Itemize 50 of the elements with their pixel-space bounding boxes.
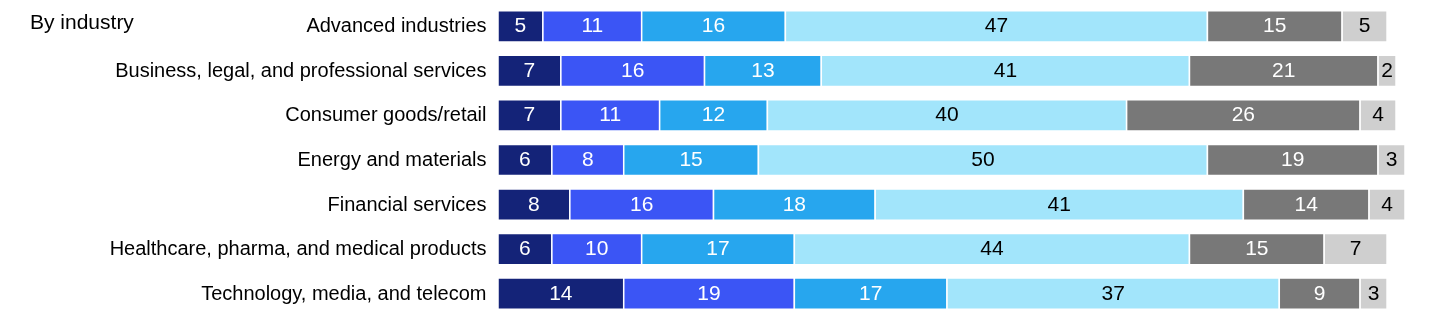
data-label: 16 [630,191,654,215]
data-label: 3 [1367,280,1380,304]
y-tick-label: Business, legal, and professional services [115,58,487,81]
data-label: 11 [581,13,604,37]
data-label: 50 [971,147,995,170]
y-tick-label: Financial services [327,192,487,215]
data-label: 44 [980,236,1004,260]
data-label: 17 [706,236,730,260]
data-label: 13 [751,57,775,81]
data-label: 14 [1294,191,1319,215]
data-label: 5 [1358,13,1371,37]
data-label: 40 [935,102,959,126]
data-label: 16 [621,57,645,81]
data-label: 6 [519,236,531,260]
data-label: 6 [519,147,531,170]
y-tick-label: Consumer goods/retail [285,103,487,126]
y-tick-label: Healthcare, pharma, and medical products [109,237,487,260]
data-label: 17 [859,280,883,304]
data-label: 7 [523,57,536,81]
data-label: 41 [1047,191,1071,215]
data-label: 10 [585,236,609,260]
data-label: 12 [701,102,726,126]
data-label: 8 [528,191,540,215]
y-tick-label: Technology, media, and telecom [201,281,487,304]
data-label: 4 [1381,191,1394,215]
data-label: 41 [993,57,1018,81]
data-label: 2 [1381,57,1393,81]
y-tick-label: Advanced industries [306,14,487,37]
data-label: 15 [1245,236,1269,260]
data-label: 8 [581,147,594,170]
y-tick-label: Energy and materials [297,148,487,170]
data-label: 5 [514,13,527,37]
data-label: 15 [679,147,703,170]
data-label: 7 [523,102,536,126]
data-label: 3 [1385,147,1398,170]
data-label: 9 [1313,280,1326,304]
data-label: 4 [1372,102,1385,126]
data-label: 18 [782,191,807,215]
data-label: 19 [697,280,721,304]
data-label: 16 [701,13,726,37]
data-label: 47 [984,13,1009,37]
data-label: 7 [1349,236,1362,260]
text: By industry [30,10,134,34]
data-label: 19 [1281,147,1305,170]
data-label: 11 [599,102,622,126]
data-label: 14 [549,280,573,304]
data-label: 21 [1272,57,1296,81]
data-label: 37 [1101,280,1125,304]
data-label: 15 [1263,13,1287,37]
data-label: 26 [1231,102,1256,126]
